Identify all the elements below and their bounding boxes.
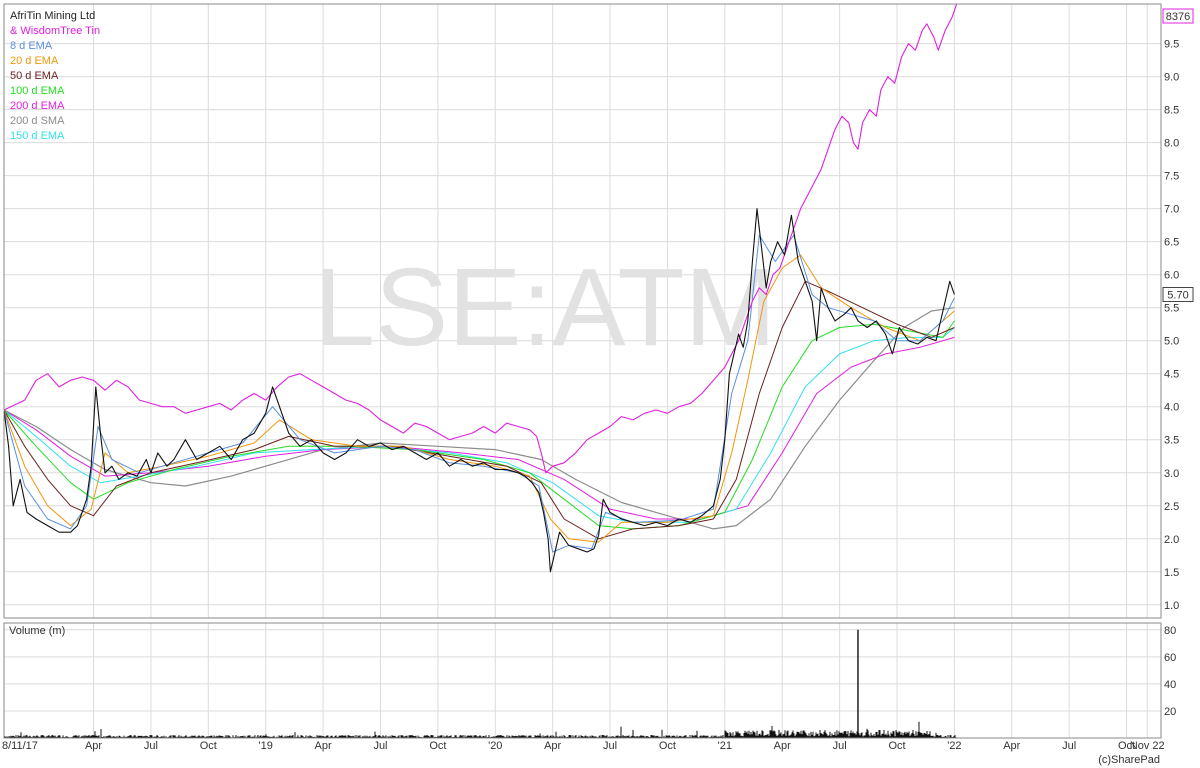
volume-layer	[4, 629, 957, 738]
series-line-afritin-mining-ltd	[3, 208, 955, 573]
x-tick-label: Apr	[315, 740, 332, 752]
price-panel-bg	[4, 4, 1161, 618]
copyright-text: (c)SharePad	[1098, 754, 1160, 766]
y-tick-label: 9.5	[1164, 39, 1179, 51]
x-tick-label: Apr	[1003, 740, 1020, 752]
legend-entry: 20 d EMA	[10, 55, 59, 67]
last-price-marker: 5.70	[1162, 287, 1194, 302]
y-tick-label: 3.0	[1164, 468, 1179, 480]
volume-tick-label: 20	[1164, 706, 1176, 718]
x-tick-label: Jul	[144, 740, 158, 752]
y-tick-label: 2.5	[1164, 501, 1179, 513]
legend-entry: AfriTin Mining Ltd	[10, 10, 95, 22]
x-axis-ticks: 8/11/17 Apr Jul Oct '19 Apr Jul Oct '20 Apr Jul Oct…	[2, 740, 1165, 752]
last-price-label: 5.70	[1167, 290, 1188, 302]
y-tick-label: 1.5	[1164, 567, 1179, 579]
y-axis-ticks: 1.0 1.5 2.0 2.5 3.0 3.5 4.0 4.5 5.0 5.5 6.0 6.5 7.0 7…	[1164, 39, 1179, 612]
x-tick-label: Apr	[85, 740, 102, 752]
y-tick-label: 6.0	[1164, 270, 1179, 282]
x-tick-label: '22	[947, 740, 961, 752]
legend-entry: 200 d SMA	[10, 115, 65, 127]
volume-tick-label: 60	[1164, 652, 1176, 664]
legend-entry: 100 d EMA	[10, 85, 65, 97]
legend-entry: 8 d EMA	[10, 40, 53, 52]
series-line-200-d-ema	[3, 336, 955, 520]
volume-tick-label: 80	[1164, 625, 1176, 637]
x-tick-label: '21	[718, 740, 732, 752]
series-line-150-d-ema	[3, 327, 955, 523]
x-tick-label: 8/11/17	[2, 740, 38, 752]
watermark-ticker: LSE:ATM	[314, 246, 777, 369]
series-layer	[3, 3, 958, 573]
x-tick-label: Oct	[659, 740, 676, 752]
y-tick-label: 1.0	[1164, 600, 1179, 612]
y-tick-label: 9.0	[1164, 72, 1179, 84]
volume-axis-ticks: 20 40 60 80	[1164, 625, 1176, 718]
series-line-100-d-ema	[3, 320, 955, 530]
legend-entry: & WisdomTree Tin	[10, 25, 100, 37]
x-tick-label: Nov 22	[1130, 740, 1165, 752]
y-tick-label: 4.5	[1164, 369, 1179, 381]
y-tick-label: 7.0	[1164, 204, 1179, 216]
legend-entry: 200 d EMA	[10, 100, 65, 112]
legend-entry: 150 d EMA	[10, 130, 65, 142]
x-tick-label: Jul	[603, 740, 617, 752]
comparison-price-marker: 8376	[1162, 8, 1194, 24]
x-tick-label: Apr	[774, 740, 791, 752]
price-panel-border	[3, 3, 1162, 619]
x-tick-label: Jul	[373, 740, 387, 752]
x-tick-label: Jul	[833, 740, 847, 752]
volume-tick-label: 40	[1164, 679, 1176, 691]
y-tick-label: 8.0	[1164, 138, 1179, 150]
legend: AfriTin Mining Ltd & WisdomTree Tin 8 d EM…	[10, 10, 100, 142]
x-tick-label: Oct	[429, 740, 446, 752]
volume-panel-title: Volume (m)	[9, 625, 65, 637]
x-tick-label: Jul	[1062, 740, 1076, 752]
y-tick-label: 4.0	[1164, 402, 1179, 414]
x-tick-label: Oct	[888, 740, 905, 752]
x-tick-label: '19	[259, 740, 273, 752]
volume-panel-bg	[4, 623, 1161, 738]
comparison-price-label: 8376	[1166, 11, 1190, 23]
series-line-wisdomtree-tin	[3, 3, 958, 474]
y-tick-label: 3.5	[1164, 435, 1179, 447]
legend-entry: 50 d EMA	[10, 70, 59, 82]
y-tick-label: 2.0	[1164, 534, 1179, 546]
x-tick-label: '20	[488, 740, 502, 752]
grid	[4, 4, 1161, 738]
y-tick-label: 7.5	[1164, 171, 1179, 183]
y-tick-label: 5.5	[1164, 303, 1179, 315]
y-tick-label: 6.5	[1164, 237, 1179, 249]
series-line-50-d-ema	[3, 280, 955, 540]
x-tick-label: Oct	[1118, 740, 1135, 752]
x-tick-label: Oct	[200, 740, 217, 752]
series-line-200-d-sma	[3, 307, 955, 530]
y-tick-label: 8.5	[1164, 105, 1179, 117]
x-tick-label: Apr	[544, 740, 561, 752]
y-tick-label: 5.0	[1164, 336, 1179, 348]
volume-panel-border	[3, 622, 1162, 739]
